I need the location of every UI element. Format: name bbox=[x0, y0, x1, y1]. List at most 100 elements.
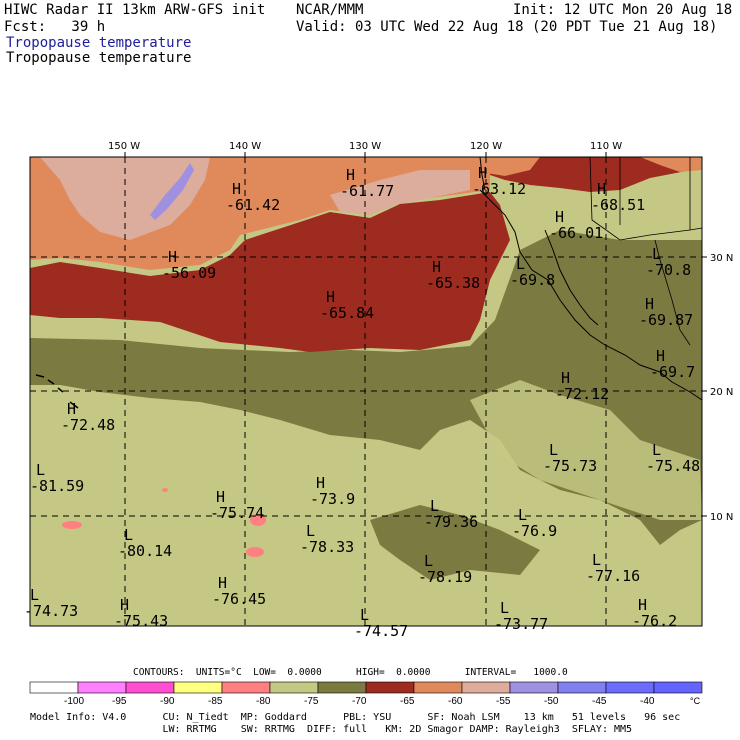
valid-time: Valid: 03 UTC Wed 22 Aug 18 (20 PDT Tue … bbox=[296, 19, 718, 35]
lat-label: 10 N bbox=[710, 512, 733, 523]
colorbar: -100 -95 -90 -85 -80 -75 -70 -65 -60 -55 -50 -45 -40… bbox=[29, 681, 703, 707]
state-border bbox=[589, 157, 702, 241]
extremum-marker: L bbox=[652, 441, 661, 459]
lat-axis-labels: 30 N 20 N 10 N bbox=[710, 253, 733, 523]
extremum-marker: L bbox=[652, 245, 661, 263]
extremum-marker: L bbox=[518, 506, 527, 524]
extremum-value: -73.9 bbox=[310, 490, 355, 508]
extremum-value: -65.84 bbox=[320, 304, 374, 322]
init-time: Init: 12 UTC Mon 20 Aug 18 bbox=[513, 2, 733, 18]
extremum-value: -74.57 bbox=[354, 622, 408, 640]
center-label: NCAR/MMM bbox=[296, 2, 364, 18]
extremum-value: -78.33 bbox=[300, 538, 354, 556]
field-title-primary: Tropopause temperature bbox=[6, 35, 192, 51]
lat-label: 30 N bbox=[710, 253, 733, 264]
colorbar-swatch bbox=[173, 681, 223, 694]
colorbar-label: -75 bbox=[304, 696, 319, 707]
extremum-value: -70.8 bbox=[646, 261, 691, 279]
extremum-value: -79.36 bbox=[424, 513, 478, 531]
lon-label: 140 W bbox=[229, 141, 261, 152]
extremum-value: -72.12 bbox=[555, 385, 609, 403]
colorbar-label: -90 bbox=[160, 696, 175, 707]
extremum-marker: L bbox=[592, 551, 601, 569]
extremum-value: -81.59 bbox=[30, 477, 84, 495]
extremum-marker: L bbox=[500, 599, 509, 617]
model-info-line2: LW: RRTMG SW: RRTMG DIFF: full KM: 2D Sm… bbox=[30, 724, 633, 735]
extremum-value: -78.19 bbox=[418, 568, 472, 586]
extremum-value: -69.7 bbox=[650, 363, 695, 381]
field-patch-orange-ne2 bbox=[640, 157, 702, 172]
colorbar-label: -95 bbox=[112, 696, 127, 707]
extremum-marker: L bbox=[424, 552, 433, 570]
extremum-value: -75.48 bbox=[646, 457, 700, 475]
extremum-marker: H bbox=[656, 347, 665, 365]
lon-label: 120 W bbox=[470, 141, 502, 152]
extremum-marker: H bbox=[432, 258, 441, 276]
contour-info: CONTOURS: UNITS=°C LOW= 0.0000 HIGH= 0.0… bbox=[133, 667, 568, 678]
colorbar-swatch bbox=[125, 681, 175, 694]
lon-axis-labels: 150 W 140 W 130 W 120 W 110 W bbox=[108, 141, 622, 152]
coastline-north bbox=[479, 157, 486, 191]
field-band-tan bbox=[40, 157, 210, 240]
extremum-marker: H bbox=[218, 574, 227, 592]
colorbar-swatch bbox=[461, 681, 511, 694]
extremum-value: -80.14 bbox=[118, 542, 172, 560]
colorbar-label: -80 bbox=[256, 696, 271, 707]
coastline bbox=[479, 189, 702, 401]
extremum-marker: H bbox=[67, 400, 76, 418]
extremum-marker: L bbox=[30, 586, 39, 604]
model-info-line1: Model Info: V4.0 CU: N_Tiedt MP: Goddard… bbox=[30, 712, 681, 723]
extremum-value: -61.77 bbox=[340, 182, 394, 200]
field-patch-dark-red-ne bbox=[490, 157, 702, 192]
extremum-marker: H bbox=[316, 474, 325, 492]
extremum-marker: H bbox=[326, 288, 335, 306]
field-patch-orange-ne bbox=[470, 157, 540, 176]
extremum-marker: H bbox=[561, 369, 570, 387]
colorbar-label: -40 bbox=[640, 696, 655, 707]
colorbar-label: -55 bbox=[496, 696, 511, 707]
colorbar-swatch bbox=[557, 681, 607, 694]
lon-label: 110 W bbox=[590, 141, 622, 152]
colorbar-swatch bbox=[29, 681, 79, 694]
extremum-marker: L bbox=[549, 441, 558, 459]
field-spot-salmon bbox=[162, 488, 168, 492]
map-area bbox=[30, 157, 702, 626]
extremum-marker: H bbox=[232, 180, 241, 198]
extremum-value: -63.12 bbox=[472, 180, 526, 198]
coastline-baja bbox=[544, 229, 599, 326]
coastline-mexico bbox=[654, 239, 691, 346]
field-patch-light bbox=[470, 380, 702, 520]
colorbar-swatch bbox=[221, 681, 271, 694]
field-band-dark-red bbox=[30, 192, 510, 352]
colorbar-swatch bbox=[605, 681, 655, 694]
extremum-value: -66.01 bbox=[549, 224, 603, 242]
extremum-marker: L bbox=[516, 255, 525, 273]
extremum-marker: H bbox=[555, 208, 564, 226]
extremum-marker: L bbox=[430, 497, 439, 515]
colorbar-swatch bbox=[317, 681, 367, 694]
extremum-value: -76.9 bbox=[512, 522, 557, 540]
model-title: HIWC Radar II 13km ARW-GFS init bbox=[4, 2, 266, 18]
colorbar-label: -85 bbox=[208, 696, 223, 707]
extremum-value: -74.73 bbox=[24, 602, 78, 620]
field-patch-dark-south bbox=[370, 505, 540, 580]
extremum-value: -75.74 bbox=[210, 504, 264, 522]
colorbar-swatch bbox=[653, 681, 703, 694]
extremum-marker: H bbox=[346, 166, 355, 184]
extremum-marker: L bbox=[360, 606, 369, 624]
colorbar-swatch bbox=[365, 681, 415, 694]
extremum-value: -76.45 bbox=[212, 590, 266, 608]
extremum-marker: H bbox=[597, 180, 606, 198]
colorbar-swatch bbox=[509, 681, 559, 694]
lon-label: 130 W bbox=[349, 141, 381, 152]
extremum-value: -69.87 bbox=[639, 311, 693, 329]
extremum-value: -75.73 bbox=[543, 457, 597, 475]
hawaii-islands bbox=[35, 374, 79, 409]
colorbar-swatch bbox=[413, 681, 463, 694]
extremum-marker: H bbox=[478, 164, 487, 182]
lat-label: 20 N bbox=[710, 387, 733, 398]
field-spot-salmon bbox=[62, 521, 82, 529]
forecast-hour: Fcst: 39 h bbox=[4, 19, 106, 35]
extremum-marker: H bbox=[645, 295, 654, 313]
tick-marks bbox=[124, 152, 707, 517]
